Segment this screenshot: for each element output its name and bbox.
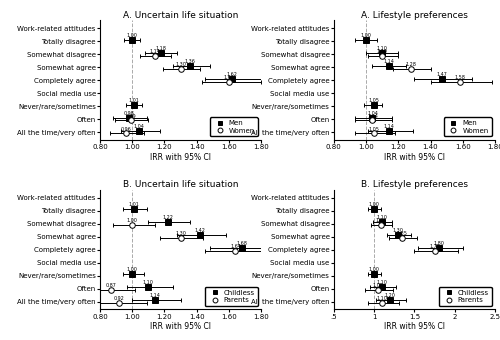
Text: 0.96: 0.96 <box>120 126 131 132</box>
Title: A. Lifestyle preferences: A. Lifestyle preferences <box>361 11 468 20</box>
Text: 1.05: 1.05 <box>368 126 380 132</box>
Text: 1.30: 1.30 <box>175 62 186 67</box>
Text: 1.10: 1.10 <box>376 215 388 220</box>
Text: 1.14: 1.14 <box>383 59 394 64</box>
Text: 1.20: 1.20 <box>385 293 396 298</box>
Text: 1.14: 1.14 <box>383 124 394 129</box>
X-axis label: IRR with 95% CI: IRR with 95% CI <box>384 153 445 162</box>
Text: 1.14: 1.14 <box>150 49 160 54</box>
Text: 1.10: 1.10 <box>143 280 154 285</box>
Text: 1.58: 1.58 <box>454 74 465 80</box>
Legend: Childless, Parents: Childless, Parents <box>205 287 258 306</box>
X-axis label: IRR with 95% CI: IRR with 95% CI <box>384 322 445 332</box>
Text: 0.92: 0.92 <box>114 296 124 301</box>
Text: 1.28: 1.28 <box>406 62 416 67</box>
Text: 1.68: 1.68 <box>236 241 248 246</box>
Text: 1.05: 1.05 <box>372 283 384 288</box>
Text: 1.05: 1.05 <box>368 98 380 103</box>
Text: 1.35: 1.35 <box>397 231 407 236</box>
Text: 1.04: 1.04 <box>134 124 144 129</box>
Text: 1.62: 1.62 <box>227 72 237 77</box>
X-axis label: IRR with 95% CI: IRR with 95% CI <box>150 322 211 332</box>
Text: 1.01: 1.01 <box>128 98 140 103</box>
Title: A. Uncertain life situation: A. Uncertain life situation <box>123 11 238 20</box>
Text: 1.14: 1.14 <box>150 293 160 298</box>
Text: 1.30: 1.30 <box>175 231 186 236</box>
Text: 1.00: 1.00 <box>368 267 380 272</box>
Text: 1.00: 1.00 <box>127 33 138 38</box>
Legend: Men, Women: Men, Women <box>444 117 492 136</box>
Text: 1.64: 1.64 <box>230 244 241 249</box>
Text: 1.80: 1.80 <box>433 241 444 246</box>
Text: 1.10: 1.10 <box>376 296 388 301</box>
Text: 0.99: 0.99 <box>126 114 136 119</box>
Text: 1.00: 1.00 <box>360 33 372 38</box>
Text: 1.01: 1.01 <box>128 202 140 207</box>
Text: 1.22: 1.22 <box>162 215 173 220</box>
Text: 1.18: 1.18 <box>156 46 166 51</box>
Text: 0.87: 0.87 <box>106 283 117 288</box>
Title: B. Uncertain life situation: B. Uncertain life situation <box>123 180 238 189</box>
Text: 1.04: 1.04 <box>367 111 378 116</box>
Text: 1.00: 1.00 <box>127 267 138 272</box>
Text: 1.10: 1.10 <box>376 280 388 285</box>
Text: 1.00: 1.00 <box>368 202 380 207</box>
Text: 1.60: 1.60 <box>224 74 234 80</box>
Text: 1.00: 1.00 <box>127 218 138 223</box>
Text: 1.30: 1.30 <box>393 228 404 233</box>
Text: 1.42: 1.42 <box>194 228 205 233</box>
X-axis label: IRR with 95% CI: IRR with 95% CI <box>150 153 211 162</box>
Text: 1.75: 1.75 <box>429 244 440 249</box>
Text: 1.36: 1.36 <box>185 59 196 64</box>
Legend: Men, Women: Men, Women <box>210 117 258 136</box>
Text: 1.04: 1.04 <box>367 114 378 119</box>
Text: 1.10: 1.10 <box>376 46 388 51</box>
Title: B. Lifestyle preferences: B. Lifestyle preferences <box>361 180 468 189</box>
Text: 1.08: 1.08 <box>375 218 386 223</box>
Legend: Childless, Parents: Childless, Parents <box>439 287 492 306</box>
Text: 1.47: 1.47 <box>436 72 447 77</box>
Text: 0.98: 0.98 <box>124 111 134 116</box>
Text: 1.10: 1.10 <box>376 49 388 54</box>
